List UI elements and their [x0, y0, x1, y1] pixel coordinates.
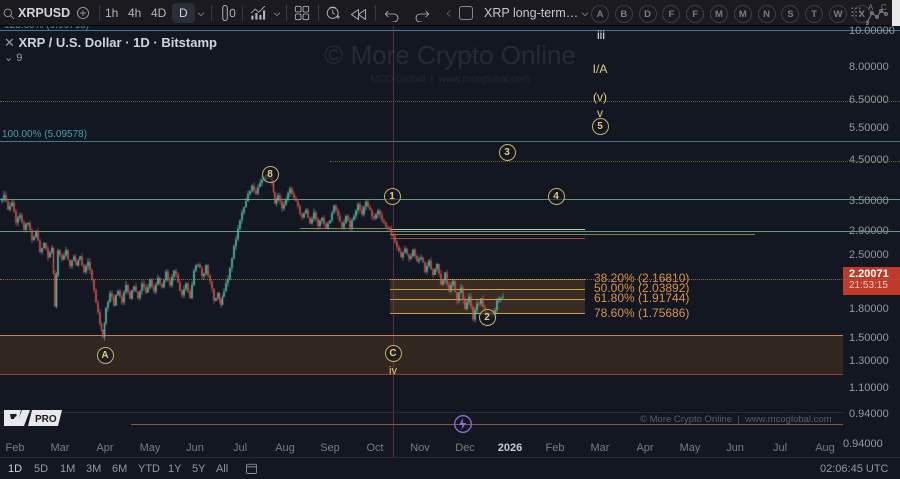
- svg-text:PRO: PRO: [35, 414, 57, 425]
- svg-text:A: A: [868, 3, 874, 12]
